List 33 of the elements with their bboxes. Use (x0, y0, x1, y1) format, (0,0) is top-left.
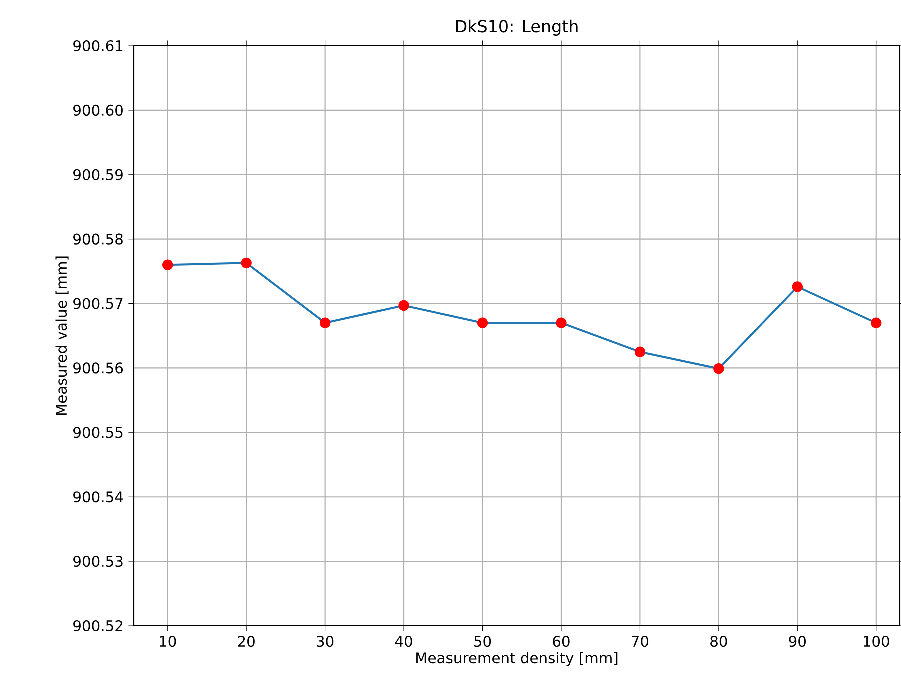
x-axis-title: Measurement density [mm] (416, 652, 618, 666)
y-tick-label: 900.53 (74, 556, 123, 568)
point (792, 282, 803, 292)
x-tick-label: 60 (553, 636, 570, 648)
point (871, 318, 882, 328)
x-tick-label: 40 (395, 636, 412, 648)
point (634, 346, 646, 358)
point (398, 300, 410, 312)
y-tick-label: 900.56 (74, 362, 124, 374)
point (714, 364, 724, 374)
point (320, 318, 331, 328)
y-tick-label: 900.52 (74, 620, 122, 632)
x-tick-label: 80 (710, 636, 728, 648)
point (477, 318, 488, 328)
y-tick-label: 900.57 (74, 298, 123, 310)
y-tick-label: 900.58 (74, 234, 123, 245)
x-tick-label: 100 (864, 636, 890, 648)
x-tick-label: 10 (160, 636, 176, 648)
y-axis-title: Measured value [mm] (56, 256, 69, 416)
y-tick-label: 900.54 (74, 492, 124, 503)
chart-title: DkS10: Length (456, 20, 578, 36)
x-tick-label: 20 (238, 636, 255, 648)
x-tick-label: 30 (317, 636, 334, 648)
x-tick-label: 70 (632, 636, 649, 648)
y-tick-label: 900.61 (74, 40, 123, 52)
point (556, 318, 567, 328)
x-tick-label: 90 (789, 636, 806, 648)
y-tick-label: 900.59 (74, 169, 123, 180)
x-tick-label: 50 (474, 636, 492, 648)
point (162, 260, 174, 270)
point (241, 258, 252, 269)
y-tick-label: 900.60 (74, 104, 123, 116)
y-tick-label: 900.55 (74, 427, 123, 438)
